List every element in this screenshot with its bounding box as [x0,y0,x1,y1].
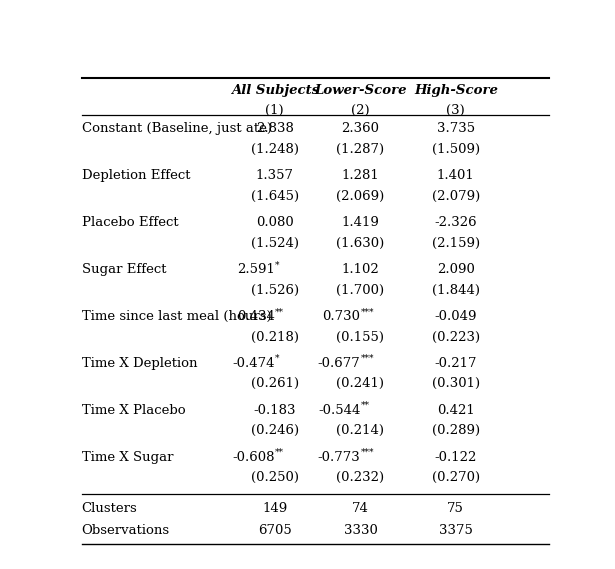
Text: (0.223): (0.223) [432,331,480,344]
Text: *: * [275,261,279,269]
Text: (0.270): (0.270) [432,471,480,484]
Text: -0.217: -0.217 [435,357,477,370]
Text: (0.261): (0.261) [250,377,299,390]
Text: (1.524): (1.524) [251,237,299,250]
Text: 2.090: 2.090 [437,263,475,276]
Text: -0.049: -0.049 [435,310,477,323]
Text: Sugar Effect: Sugar Effect [82,263,166,276]
Text: 1.419: 1.419 [341,216,379,229]
Text: (2): (2) [351,104,370,117]
Text: Lower-Score: Lower-Score [314,84,407,97]
Text: 2.360: 2.360 [341,122,379,135]
Text: (1.844): (1.844) [432,283,480,296]
Text: (1.526): (1.526) [250,283,299,296]
Text: (0.250): (0.250) [251,471,299,484]
Text: (2.159): (2.159) [432,237,480,250]
Text: (1.509): (1.509) [432,143,480,156]
Text: -0.773: -0.773 [318,451,360,464]
Text: ***: *** [360,307,374,316]
Text: -0.608: -0.608 [232,451,275,464]
Text: -0.122: -0.122 [435,451,477,464]
Text: 0.434: 0.434 [237,310,275,323]
Text: **: ** [275,307,284,316]
Text: **: ** [275,448,284,457]
Text: 75: 75 [447,502,464,515]
Text: (2.069): (2.069) [336,190,384,203]
Text: Time X Sugar: Time X Sugar [82,451,173,464]
Text: (0.241): (0.241) [336,377,384,390]
Text: 0.421: 0.421 [437,403,475,417]
Text: Time X Placebo: Time X Placebo [82,403,185,417]
Text: 1.357: 1.357 [256,169,294,182]
Text: (1.645): (1.645) [250,190,299,203]
Text: ***: *** [360,354,374,363]
Text: (1.287): (1.287) [336,143,384,156]
Text: Depletion Effect: Depletion Effect [82,169,190,182]
Text: 1.281: 1.281 [341,169,379,182]
Text: (0.301): (0.301) [432,377,480,390]
Text: (0.232): (0.232) [336,471,384,484]
Text: 0.730: 0.730 [322,310,360,323]
Text: (2.079): (2.079) [432,190,480,203]
Text: (1): (1) [265,104,284,117]
Text: Time X Depletion: Time X Depletion [82,357,197,370]
Text: Observations: Observations [82,524,170,537]
Text: 1.401: 1.401 [437,169,475,182]
Text: 3330: 3330 [344,524,378,537]
Text: -0.183: -0.183 [253,403,296,417]
Text: -0.544: -0.544 [318,403,360,417]
Text: Placebo Effect: Placebo Effect [82,216,178,229]
Text: 3375: 3375 [439,524,473,537]
Text: 2.838: 2.838 [256,122,293,135]
Text: (0.246): (0.246) [250,424,299,437]
Text: -2.326: -2.326 [434,216,477,229]
Text: ***: *** [360,448,374,457]
Text: (0.218): (0.218) [251,331,299,344]
Text: (0.289): (0.289) [432,424,480,437]
Text: 6705: 6705 [258,524,292,537]
Text: (0.155): (0.155) [336,331,384,344]
Text: 2.591: 2.591 [237,263,275,276]
Text: -0.677: -0.677 [318,357,360,370]
Text: Clusters: Clusters [82,502,137,515]
Text: 1.102: 1.102 [341,263,379,276]
Text: 149: 149 [262,502,287,515]
Text: Constant (Baseline, just ate): Constant (Baseline, just ate) [82,122,272,135]
Text: -0.474: -0.474 [232,357,275,370]
Text: *: * [275,354,279,363]
Text: 0.080: 0.080 [256,216,293,229]
Text: (1.630): (1.630) [336,237,384,250]
Text: 3.735: 3.735 [437,122,475,135]
Text: (0.214): (0.214) [336,424,384,437]
Text: **: ** [360,401,370,410]
Text: 74: 74 [352,502,369,515]
Text: High-Score: High-Score [414,84,498,97]
Text: Time since last meal (hours): Time since last meal (hours) [82,310,271,323]
Text: All Subjects: All Subjects [231,84,319,97]
Text: (3): (3) [446,104,465,117]
Text: (1.248): (1.248) [251,143,299,156]
Text: (1.700): (1.700) [336,283,384,296]
